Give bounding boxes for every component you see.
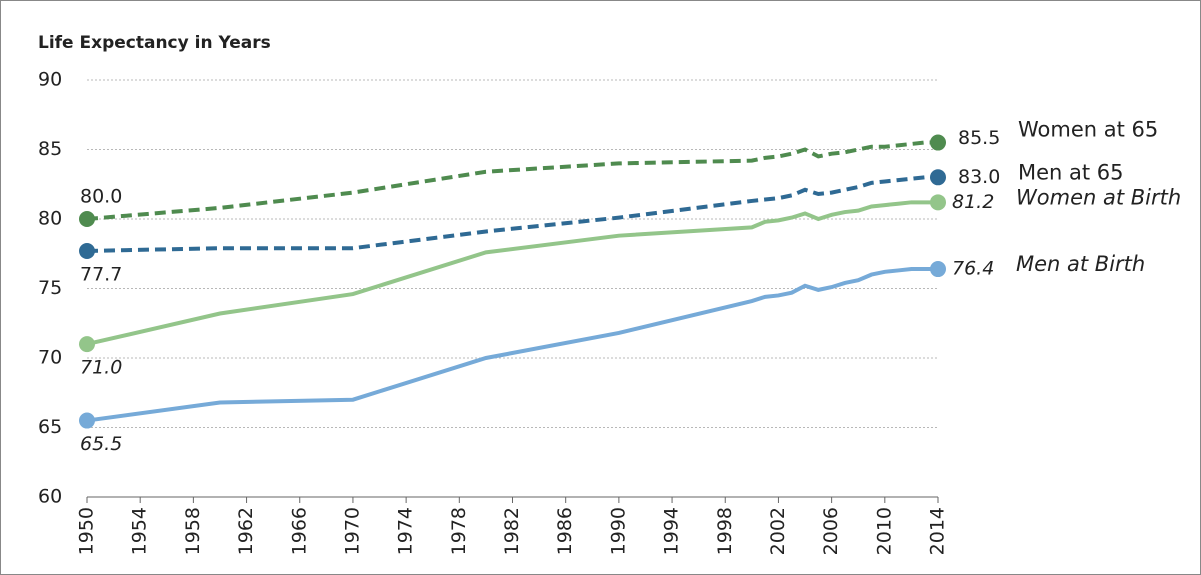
end-point (79, 336, 95, 353)
y-tick-label: 65 (38, 416, 62, 438)
x-tick-label: 1982 (501, 507, 523, 555)
x-tick-label: 1966 (288, 507, 310, 555)
y-tick-label: 90 (38, 69, 62, 91)
x-tick-label: 1958 (182, 507, 204, 555)
end-point (79, 242, 95, 259)
value-label: 81.2 (952, 191, 994, 213)
x-tick-label: 1998 (714, 507, 736, 555)
x-tick-label: 1978 (448, 507, 470, 555)
value-label: 80.0 (80, 186, 122, 208)
end-point (79, 211, 95, 227)
end-point (930, 169, 946, 186)
x-tick-label: 1994 (661, 507, 683, 555)
series-line (86, 267, 938, 423)
value-label: 85.5 (958, 127, 1000, 149)
value-label: 83.0 (958, 166, 1000, 188)
series-label: Women at 65 (1018, 118, 1158, 142)
x-tick-label: 1986 (554, 507, 576, 555)
x-tick-label: 1974 (395, 507, 417, 555)
value-label: 71.0 (80, 357, 122, 379)
x-tick-label: 2014 (927, 507, 949, 555)
series-line (86, 200, 938, 347)
end-point (930, 134, 946, 151)
x-tick-label: 1950 (76, 507, 98, 555)
value-label: 76.4 (952, 258, 994, 280)
chart-title: Life Expectancy in Years (38, 33, 271, 53)
x-tick-label: 2010 (873, 507, 895, 555)
end-point (930, 194, 946, 211)
y-tick-label: 80 (38, 208, 62, 230)
y-tick-label: 60 (38, 486, 62, 508)
series-label: Men at Birth (1016, 252, 1145, 276)
x-tick-label: 1954 (129, 507, 151, 555)
series-label: Women at Birth (1016, 185, 1181, 209)
y-tick-label: 75 (38, 277, 62, 299)
value-label: 77.7 (80, 263, 122, 285)
value-label: 65.5 (80, 433, 122, 455)
x-tick-label: 1990 (607, 507, 629, 555)
end-point (79, 412, 95, 429)
series-line (86, 140, 938, 221)
y-tick-label: 85 (38, 138, 62, 160)
x-tick-label: 2002 (767, 507, 789, 555)
end-point (930, 261, 946, 278)
x-tick-label: 2006 (820, 507, 842, 555)
x-tick-label: 1962 (235, 507, 257, 555)
series-label: Men at 65 (1018, 160, 1124, 184)
x-tick-label: 1970 (341, 507, 363, 555)
y-tick-label: 70 (38, 347, 62, 369)
